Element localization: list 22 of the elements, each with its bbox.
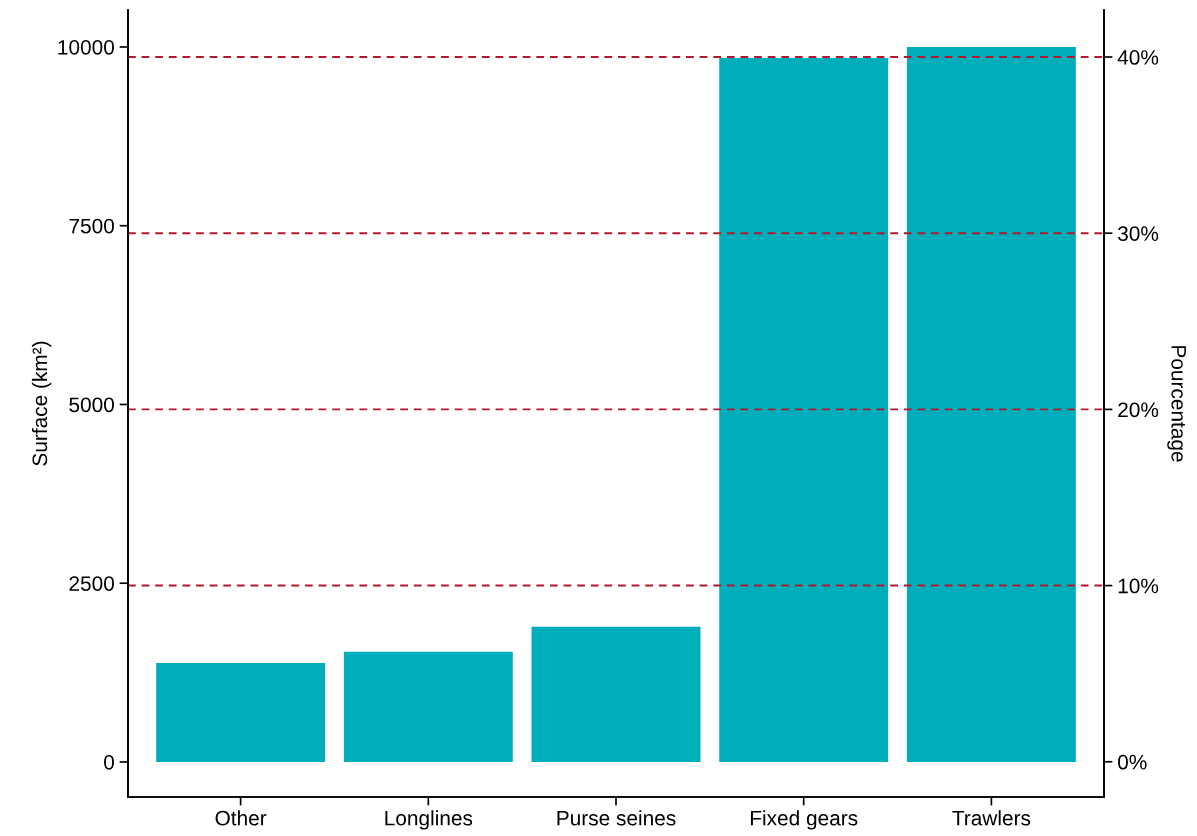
y2-tick-label: 20%: [1118, 402, 1159, 418]
bar: [343, 651, 513, 762]
y-tick-label: 2500: [69, 576, 114, 591]
bar: [719, 57, 889, 762]
x-tick-label: Other: [215, 810, 267, 826]
y-tick-label: 0: [104, 754, 114, 770]
y2-tick-label: 40%: [1117, 50, 1159, 65]
bar: [531, 626, 701, 762]
bar: [906, 46, 1076, 762]
x-tick-label: Trawlers: [952, 810, 1031, 826]
y2-tick-label: 30%: [1117, 226, 1159, 241]
y-tick-label: 10000: [58, 39, 114, 55]
y2-tick-label: 10%: [1118, 578, 1159, 594]
y-axis-title: Surface (km²): [31, 341, 52, 466]
y-tick-label: 5000: [69, 397, 114, 413]
x-tick-label: Purse seines: [557, 810, 676, 826]
y2-axis-title: Pourcentage: [1167, 346, 1186, 462]
bar: [156, 662, 326, 762]
x-tick-label: Fixed gears: [750, 810, 858, 830]
x-tick-label: Longlines: [385, 810, 473, 830]
y-tick-label: 7500: [69, 218, 114, 234]
y2-tick-label: 0%: [1118, 754, 1147, 770]
